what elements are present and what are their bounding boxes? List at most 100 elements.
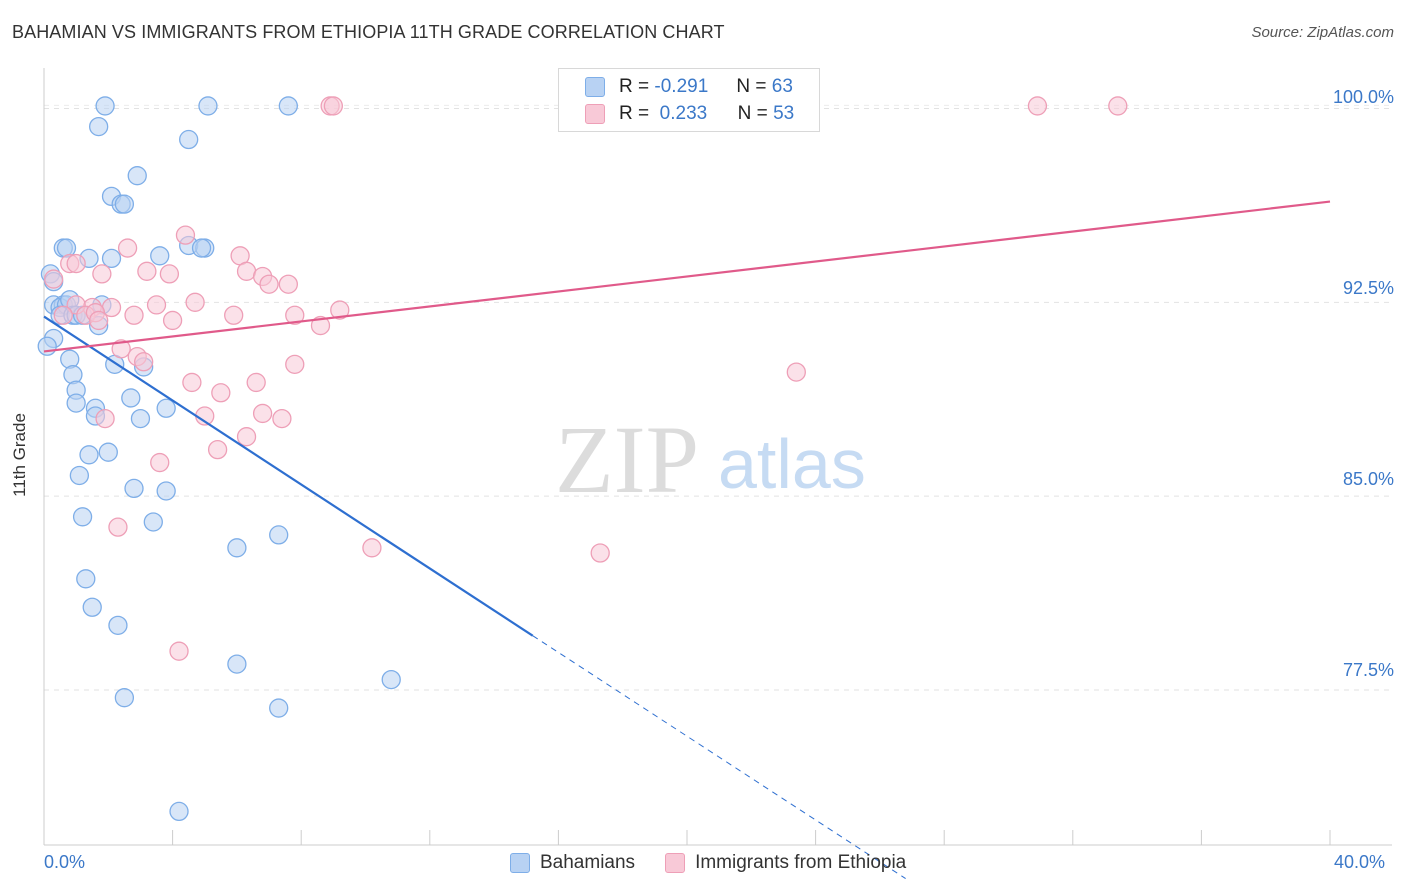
point-ethiopia	[252, 403, 273, 424]
point-bahamians	[124, 478, 144, 499]
x-tick-label-max: 40.0%	[1334, 852, 1386, 872]
point-ethiopia	[272, 408, 292, 429]
point-bahamians	[56, 238, 77, 258]
point-bahamians	[150, 246, 170, 266]
n-value: 63	[771, 76, 793, 97]
n-label: N =	[736, 76, 767, 97]
point-ethiopia	[236, 427, 257, 447]
point-ethiopia	[89, 310, 109, 331]
point-bahamians	[127, 166, 147, 186]
point-ethiopia	[236, 261, 257, 281]
r-label: R =	[619, 76, 650, 97]
legend-label-bahamians: Bahamians	[540, 852, 636, 873]
point-ethiopia	[95, 408, 115, 429]
point-ethiopia	[246, 372, 266, 393]
point-bahamians	[79, 445, 99, 465]
source-label: Source: ZipAtlas.com	[1251, 24, 1394, 41]
point-ethiopia	[175, 225, 196, 245]
point-ethiopia	[362, 538, 382, 558]
point-bahamians	[66, 393, 86, 413]
point-ethiopia	[111, 339, 131, 359]
trend-line-bahamians	[43, 315, 534, 637]
point-bahamians	[278, 96, 298, 116]
point-ethiopia	[108, 517, 128, 537]
point-bahamians	[37, 336, 57, 356]
point-ethiopia	[53, 305, 73, 325]
point-bahamians	[101, 248, 122, 269]
y-tick-label-92-5: 92.5%	[1342, 278, 1394, 298]
point-bahamians	[114, 194, 135, 214]
point-ethiopia	[124, 305, 144, 325]
y-axis-label: 11th Grade	[10, 413, 29, 497]
point-bahamians	[95, 96, 115, 116]
point-bahamians	[72, 507, 93, 527]
n-label: N =	[737, 103, 768, 124]
watermark-atlas: atlas	[718, 425, 866, 503]
point-ethiopia	[259, 274, 279, 294]
r-value: 0.233	[659, 103, 708, 124]
point-bahamians	[227, 538, 247, 558]
point-ethiopia	[207, 439, 228, 460]
point-bahamians	[76, 569, 96, 589]
stats-legend: R = -0.291 N = 63 R = 0.233 N = 53	[558, 68, 820, 132]
trend-line-ethiopia	[43, 200, 1331, 353]
legend-swatch-bahamians	[510, 853, 530, 873]
n-value: 53	[773, 103, 795, 124]
y-tick-label-77-5: 77.5%	[1342, 660, 1394, 680]
point-ethiopia	[1027, 96, 1048, 116]
legend-item-ethiopia[interactable]: Immigrants from Ethiopia	[665, 852, 906, 874]
point-bahamians	[198, 96, 218, 116]
point-ethiopia	[1108, 96, 1128, 116]
point-ethiopia	[182, 372, 202, 393]
point-ethiopia	[211, 383, 231, 403]
point-ethiopia	[92, 264, 112, 284]
stats-row-ethiopia: R = 0.233 N = 53	[585, 102, 794, 126]
point-bahamians	[108, 615, 128, 635]
point-ethiopia	[185, 292, 205, 312]
point-ethiopia	[137, 261, 157, 281]
point-bahamians	[269, 525, 289, 545]
point-ethiopia	[117, 238, 138, 258]
point-bahamians	[179, 129, 199, 150]
point-ethiopia	[43, 269, 64, 289]
series-ethiopia-points	[43, 96, 1128, 661]
point-bahamians	[269, 698, 289, 718]
point-ethiopia	[310, 315, 331, 336]
point-bahamians	[60, 349, 80, 369]
x-tick-label-min: 0.0%	[44, 852, 86, 872]
point-ethiopia	[590, 543, 610, 563]
point-bahamians	[82, 597, 102, 617]
gridlines	[44, 104, 1392, 691]
y-tick-label-85: 85.0%	[1342, 469, 1394, 489]
swatch-bahamians	[585, 77, 605, 97]
point-ethiopia	[278, 274, 298, 294]
point-bahamians	[98, 442, 118, 462]
r-value: -0.291	[654, 76, 709, 97]
point-ethiopia	[134, 352, 154, 372]
point-ethiopia	[323, 96, 344, 116]
axes	[43, 68, 1392, 846]
point-bahamians	[89, 116, 109, 137]
point-ethiopia	[786, 362, 806, 382]
point-bahamians	[121, 388, 141, 408]
point-ethiopia	[285, 354, 305, 374]
point-ethiopia	[330, 300, 350, 320]
point-bahamians	[169, 801, 189, 822]
legend-label-ethiopia: Immigrants from Ethiopia	[695, 852, 907, 873]
watermark-zip: ZIP	[555, 406, 699, 513]
point-bahamians	[381, 669, 401, 690]
point-bahamians	[130, 408, 151, 429]
point-ethiopia	[162, 310, 183, 331]
trend-line-bahamians-extrapolated	[532, 635, 906, 880]
point-ethiopia	[66, 253, 86, 274]
series-legend: Bahamians Immigrants from Ethiopia	[510, 852, 936, 874]
point-bahamians	[63, 365, 83, 385]
trend-lines	[43, 200, 1331, 880]
point-bahamians	[69, 465, 90, 486]
point-ethiopia	[224, 305, 244, 325]
legend-item-bahamians[interactable]: Bahamians	[510, 852, 635, 874]
point-ethiopia	[146, 295, 167, 315]
point-ethiopia	[150, 452, 170, 473]
point-bahamians	[156, 398, 176, 418]
